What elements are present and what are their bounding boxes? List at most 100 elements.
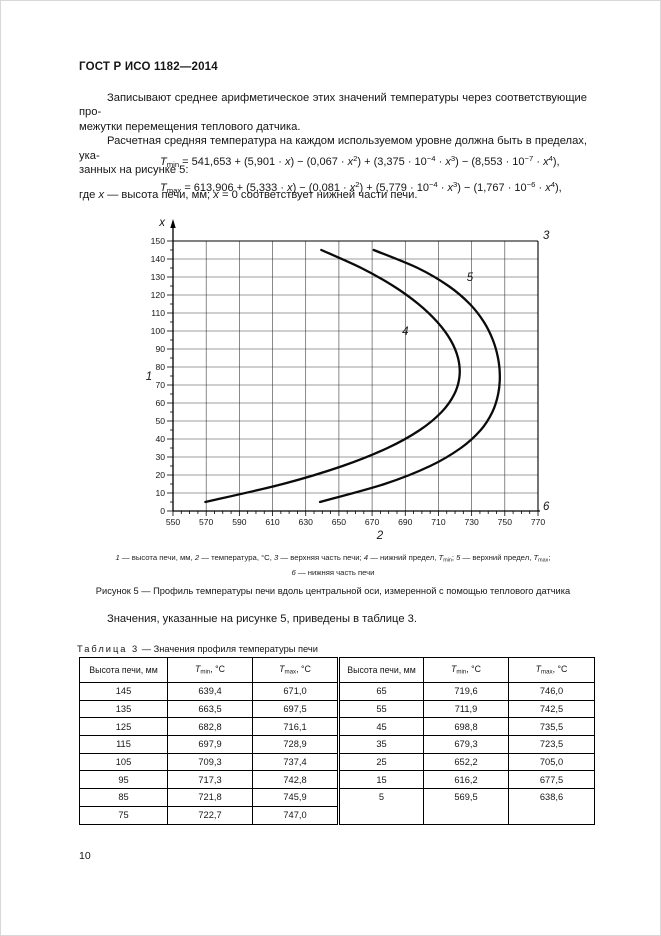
table-cell: 65 [337,682,424,701]
paragraph-table-reference: Значения, указанные на рисунке 5, привед… [107,613,418,625]
x-tick-label: 630 [299,517,314,527]
formula-variable-note: где x — высота печи, мм; x = 0 соответст… [79,189,418,201]
temperature-table-wrap: Высота печи, мм Tmin, °С Tmax, °С Высота пе… [79,657,595,825]
table-cell: 663,5 [167,699,253,719]
table-cell: 723,5 [508,735,595,754]
table-cell: 75 [79,805,168,825]
table-cell: 745,9 [252,788,339,807]
table-cell: 639,4 [167,682,253,701]
table-row: 115 697,9 728,9 35 679,3 723,5 [79,735,595,754]
tick-labels: 550 570 590 610 630 650 670 690 710 730 750 7700102… [151,236,546,527]
curve-label-5: 5 [467,272,474,284]
y-tick-label: 40 [155,434,165,444]
formula-tmax: Tmax = 613,906 + (5,333 · x) − (0,081 · … [160,180,562,196]
page-number: 10 [79,850,91,862]
table-cell: 677,5 [508,770,595,790]
paragraph-calc-temperature: Расчетная средняя температура на каждом … [79,134,587,177]
y-tick-label: 100 [151,326,166,336]
table-cell: 705,0 [508,752,595,772]
y-tick-label: 30 [155,452,165,462]
x-tick-label: 690 [398,517,413,527]
x-tick-label: 590 [232,517,247,527]
axis-ticks [167,240,539,516]
table-cell: 679,3 [423,735,509,754]
table-cell: 5 [337,788,424,825]
temperature-table: Высота печи, мм Tmin, °С Tmax, °С Высота пе… [79,657,595,825]
table-cell: 742,5 [508,699,595,719]
y-tick-label: 130 [151,272,166,282]
y-tick-label: 90 [155,344,165,354]
table-cell: 747,0 [252,805,339,825]
figure-legend-line2: 6 — нижняя часть печи [291,567,375,577]
table-row: 95 717,3 742,8 15 616,2 677,5 [79,770,595,790]
table-row: 135 663,5 697,5 55 711,9 742,5 [79,699,595,719]
table-cell: 85 [79,788,168,807]
table-cell: 722,7 [167,805,253,825]
table-header-cell: Tmax, °С [252,657,339,683]
table-cell: 698,8 [423,717,509,737]
x-axis-title: 2 [376,530,384,542]
table-cell: 719,6 [423,682,509,701]
text-line: Расчетная средняя температура на каждом … [79,135,587,162]
y-tick-label: 150 [151,236,166,246]
formula-tmin: Tmin = 541,653 + (5,901 · x) − (0,067 · … [160,154,560,169]
figure-caption: Рисунок 5 — Профиль температуры печи вдо… [95,586,571,596]
text-line: Записывают среднее арифметическое этих з… [79,92,587,119]
x-tick-label: 710 [431,517,446,527]
y-tick-label: 10 [155,488,165,498]
curve-tmax [318,248,501,504]
table-row: 75 722,7 747,0 [79,805,595,825]
table-cell: 721,8 [167,788,253,807]
table-cell: 616,2 [423,770,509,790]
curve-tmin [204,248,461,504]
doc-standard-title: ГОСТ Р ИСО 1182—2014 [79,61,218,73]
x-tick-label: 670 [365,517,380,527]
x-tick-label: 650 [332,517,347,527]
text-line: занных на рисунке 5: [79,164,189,177]
table-header-cell: Высота печи, мм [79,657,168,683]
figure-legend-line1: 1 — высота печи, мм, 2 — температура, °С… [115,553,551,564]
table-cell: 697,5 [252,699,339,719]
table-cell: 697,9 [167,735,253,754]
x-tick-label: 730 [464,517,479,527]
body-paragraphs: Записывают среднее арифметическое этих з… [79,91,587,177]
table-cell: 652,2 [423,752,509,772]
y-tick-label: 70 [155,380,165,390]
grid-lines [173,240,539,511]
table-cell: 728,9 [252,735,339,754]
table-cell: 135 [79,699,168,719]
y-tick-label: 60 [155,398,165,408]
table-row: 85 721,8 745,9 5 569,5 638,6 [79,788,595,825]
chart-label-1: 1 [146,371,152,383]
table-header-cell: Tmin, °С [167,657,253,683]
table-cell: 717,3 [167,770,253,790]
table-cell: 105 [79,752,168,772]
table-header-cell: Tmin, °С [423,657,509,683]
table-row: 125 682,8 716,1 45 698,8 735,5 [79,717,595,737]
table-cell: 671,0 [252,682,339,701]
curve-label-4: 4 [402,326,408,338]
table-cell: 145 [79,682,168,701]
text-line: межутки перемещения теплового датчика. [79,120,301,133]
table-cell: 95 [79,770,168,790]
table-cell: 746,0 [508,682,595,701]
paragraph-measurement: Записывают среднее арифметическое этих з… [79,91,587,134]
y-tick-label: 110 [151,308,165,318]
table-title: Таблица 3 — Значения профиля температуры… [77,644,318,654]
table-cell: 35 [337,735,424,754]
y-tick-label: 0 [160,506,165,516]
y-tick-label: 50 [155,416,165,426]
chart-label-6: 6 [543,501,550,513]
y-axis-arrow-icon [170,219,176,228]
y-tick-label: 140 [151,254,166,264]
table-header-cell: Высота печи, мм [337,657,424,683]
y-tick-label: 120 [151,290,166,300]
table-cell: 45 [337,717,424,737]
table-cell: 711,9 [423,699,509,719]
table-cell: 125 [79,717,168,737]
y-tick-label: 80 [155,362,165,372]
table-cell: 709,3 [167,752,253,772]
formula-block: Tmin = 541,653 + (5,901 · x) − (0,067 · … [160,149,620,202]
y-axis-title: x [158,217,166,229]
